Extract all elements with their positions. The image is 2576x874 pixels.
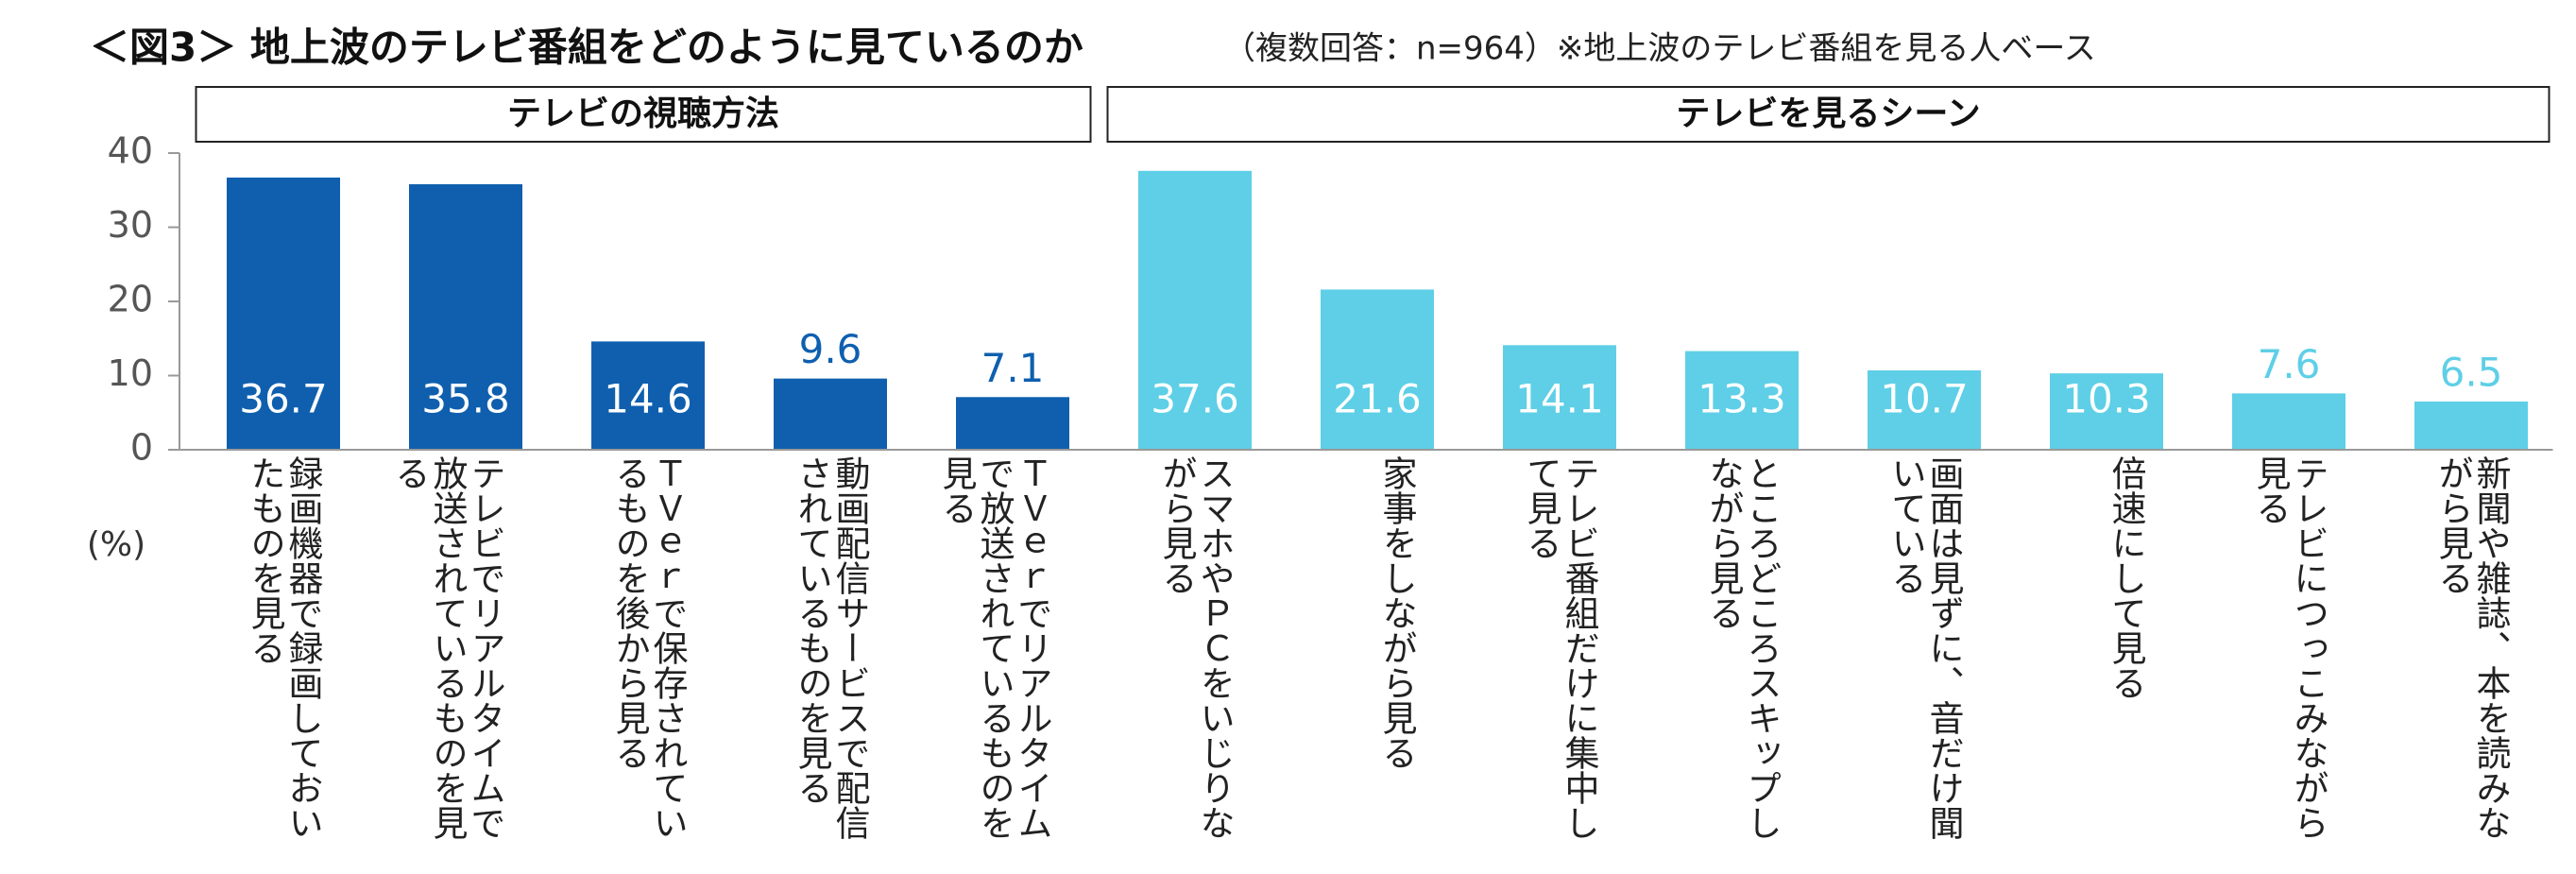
value-label: 7.1	[981, 345, 1045, 391]
chart-title: ＜図3＞ 地上波のテレビ番組をどのように見ているのか	[90, 25, 1083, 71]
value-label: 37.6	[1151, 376, 1239, 422]
chart-subtitle: （複数回答：n=964）※地上波のテレビ番組を見る人ベース	[1223, 30, 2096, 68]
group-box	[1106, 86, 2550, 143]
category-label: テレビ番組だけに集中して見る	[1521, 455, 1599, 840]
value-label: 6.5	[2440, 349, 2503, 395]
bar	[1685, 351, 1799, 450]
value-label: 14.1	[1515, 376, 1604, 422]
bar	[774, 378, 887, 450]
category-label: スマホやＰＣをいじりながら見る	[1156, 455, 1235, 840]
bar	[1321, 289, 1434, 450]
y-tick-label: 10	[108, 352, 153, 394]
bar	[227, 177, 340, 450]
y-axis-label: (%)	[87, 525, 145, 564]
bar	[2050, 373, 2163, 450]
category-label: 画面は見ずに、音だけ聞いている	[1885, 455, 1964, 840]
value-label: 13.3	[1697, 376, 1786, 422]
bar	[409, 183, 522, 450]
y-tick-label: 0	[130, 427, 153, 469]
y-tick-label: 30	[108, 204, 153, 246]
bar	[1503, 345, 1616, 450]
value-label: 21.6	[1333, 376, 1422, 422]
group-label: テレビの視聴方法	[507, 94, 779, 133]
value-label: 10.3	[2062, 376, 2151, 422]
bar	[591, 341, 705, 450]
group-box	[195, 86, 1092, 143]
category-label: 動画配信サービスで配信されているものを見る	[792, 455, 870, 840]
value-label: 10.7	[1880, 376, 1969, 422]
category-label: テレビでリアルタイムで放送されているものを見る	[389, 455, 505, 840]
y-tick-label: 40	[108, 130, 153, 172]
bar	[2232, 393, 2346, 450]
value-label: 14.6	[604, 376, 692, 422]
value-label: 9.6	[799, 326, 862, 372]
group-label: テレビを見るシーン	[1676, 94, 1980, 133]
bar	[1868, 370, 1981, 450]
bar	[956, 397, 1069, 450]
bar	[1138, 170, 1252, 450]
category-label: ＴＶｅｒで保存されているものを後から見る	[609, 455, 688, 840]
category-label: 新聞や雑誌、本を読みながら見る	[2432, 455, 2511, 840]
category-label: 録画機器で録画しておいたものを見る	[245, 455, 323, 840]
y-tick-label: 20	[108, 279, 153, 320]
value-label: 35.8	[421, 376, 510, 422]
category-label: テレビにつっこみながら見る	[2250, 455, 2329, 840]
category-label: ＴＶｅｒでリアルタイムで放送されているものを見る	[936, 455, 1052, 840]
category-label: 倍速にして見る	[2106, 455, 2146, 700]
value-label: 7.6	[2258, 341, 2321, 387]
category-label: ところどころスキップしながら見る	[1703, 455, 1782, 840]
bar	[2414, 401, 2528, 450]
value-label: 36.7	[239, 376, 328, 422]
category-label: 家事をしながら見る	[1376, 455, 1417, 770]
